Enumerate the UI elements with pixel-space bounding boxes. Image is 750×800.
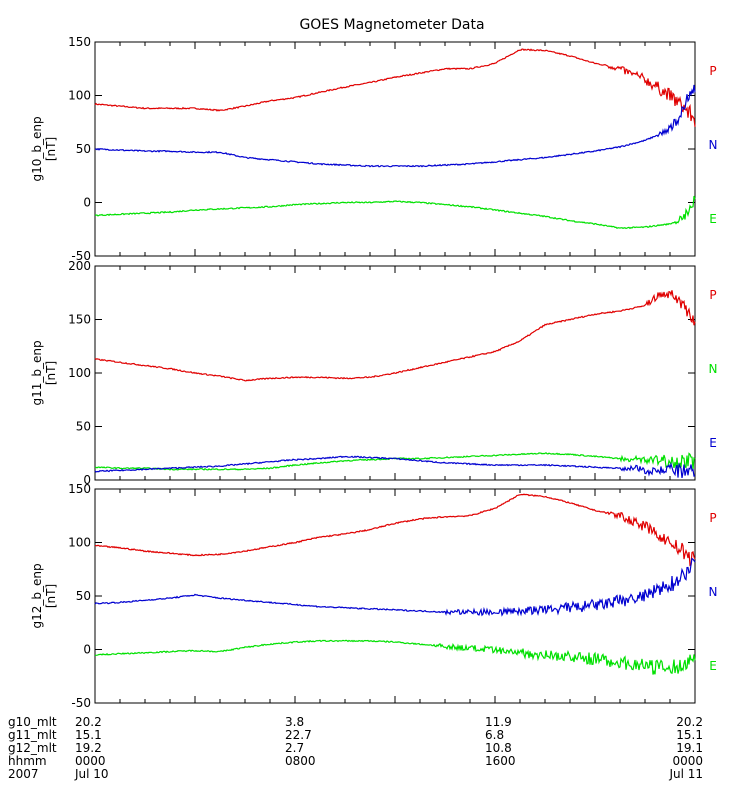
series-line-p [94, 48, 696, 127]
legend-e: E [709, 436, 717, 450]
y-tick-label: 0 [83, 196, 91, 210]
footer-row-2007: 2007 Jul 10 Jul 11 [8, 768, 743, 781]
footer-value: 19.2 [75, 741, 102, 755]
footer-value: 3.8 [285, 715, 305, 729]
footer-row-label: g11_mlt [8, 728, 57, 742]
footer-value: 11.9 [485, 715, 512, 729]
footer-row-g10-mlt: g10_mlt 20.2 3.8 11.9 20.2 [8, 716, 743, 729]
y-tick-label: 50 [76, 420, 91, 434]
legend-p: P [709, 64, 716, 78]
footer-value: 15.1 [75, 728, 102, 742]
series-line-p [94, 493, 696, 567]
legend-p: P [709, 288, 716, 302]
y-axis-label: g10_b_enp [30, 116, 44, 181]
y-axis-unit: [nT] [44, 361, 58, 385]
panel-2: 0 50 100 150 200 g11_b_enp [nT] P N E [30, 259, 717, 487]
legend-e: E [709, 212, 717, 226]
y-tick-label: 100 [68, 536, 91, 550]
series-line-e [94, 639, 696, 675]
series-line-e [94, 455, 696, 479]
footer-value: 1600 [485, 754, 516, 768]
y-tick-label: 100 [68, 366, 91, 380]
y-tick-label: 50 [76, 142, 91, 156]
footer-value: 15.1 [676, 728, 703, 742]
legend-p: P [709, 511, 716, 525]
footer-value: 0000 [672, 754, 703, 768]
y-axis-label: g11_b_enp [30, 340, 44, 405]
footer-value: 20.2 [676, 715, 703, 729]
footer-value: 22.7 [285, 728, 312, 742]
y-tick-label: 150 [68, 35, 91, 49]
footer-row-g12-mlt: g12_mlt 19.2 2.7 10.8 19.1 [8, 742, 743, 755]
chart-title: GOES Magnetometer Data [299, 17, 484, 33]
series-line-n [94, 84, 696, 168]
legend-n: N [709, 138, 718, 152]
y-axis-unit: [nT] [44, 584, 58, 608]
legend-n: N [709, 362, 718, 376]
footer-row-hhmm: hhmm 0000 0800 1600 0000 [8, 755, 743, 768]
y-tick-label: 100 [68, 89, 91, 103]
footer-row-label: g12_mlt [8, 741, 57, 755]
series-line-n [94, 557, 696, 617]
footer-value: Jul 11 [669, 767, 703, 781]
y-tick-label: 150 [68, 482, 91, 496]
footer-value: 6.8 [485, 728, 505, 742]
footer-value: 0800 [285, 754, 316, 768]
y-tick-label: 200 [68, 259, 91, 273]
y-tick-label: -50 [71, 249, 91, 263]
y-tick-label: 150 [68, 313, 91, 327]
footer-row-label: 2007 [8, 767, 39, 781]
footer-value: Jul 10 [75, 767, 109, 781]
footer-value: 19.1 [676, 741, 703, 755]
panel-1: -50 0 50 100 150 g10_b_enp [nT] P N E [30, 35, 717, 263]
y-tick-label: 0 [83, 643, 91, 657]
footer-value: 2.7 [285, 741, 305, 755]
legend-n: N [709, 585, 718, 599]
footer-value: 0000 [75, 754, 106, 768]
y-tick-label: 0 [83, 473, 91, 487]
footer-value: 20.2 [75, 715, 102, 729]
y-axis-label: g12_b_enp [30, 563, 44, 628]
y-axis-unit: [nT] [44, 137, 58, 161]
legend-e: E [709, 659, 717, 673]
footer-value: 10.8 [485, 741, 512, 755]
footer-row-g11-mlt: g11_mlt 15.1 22.7 6.8 15.1 [8, 729, 743, 742]
panel-3: -50 0 50 100 150 g12_b_enp [nT] P N E [30, 482, 717, 710]
series-line-e [94, 195, 696, 230]
y-tick-label: 50 [76, 589, 91, 603]
footer-row-label: g10_mlt [8, 715, 57, 729]
footer-row-label: hhmm [8, 754, 47, 768]
series-line-p [94, 290, 696, 382]
y-tick-label: -50 [71, 696, 91, 710]
